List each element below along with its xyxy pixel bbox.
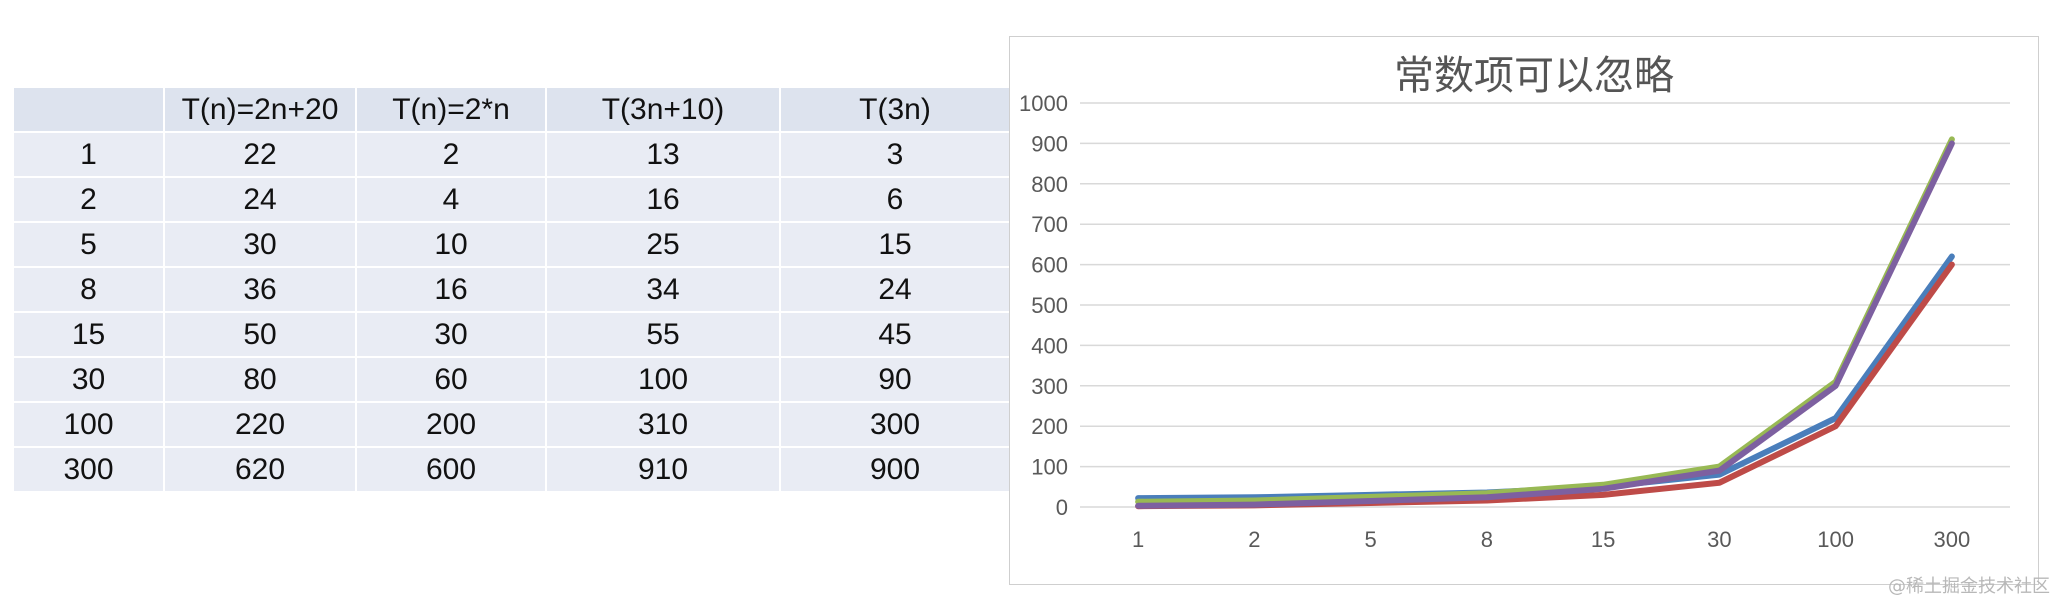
column-header [14, 88, 165, 133]
table-cell: 25 [546, 222, 781, 268]
y-tick-label: 800 [1031, 172, 1068, 197]
table-cell: 910 [546, 447, 781, 493]
y-tick-label: 300 [1031, 374, 1068, 399]
table-cell: 36 [164, 267, 357, 313]
table-cell: 16 [356, 267, 547, 313]
table-cell: 55 [546, 312, 781, 358]
x-tick-label: 1 [1132, 527, 1144, 552]
table-cell: 10 [356, 222, 547, 268]
table-cell: 2 [14, 177, 165, 223]
table-cell: 60 [356, 357, 547, 403]
chart-title: 常数项可以忽略 [1394, 53, 1674, 99]
y-tick-label: 600 [1031, 253, 1068, 278]
x-axis-ticks: 1 2 5 8 15 30 100 300 [1132, 527, 1970, 552]
table-cell: 200 [356, 402, 547, 448]
table-cell: 6 [780, 177, 1011, 223]
y-axis-ticks: 0 100 200 300 400 500 600 700 800 900 1000 [1019, 91, 1068, 520]
table-cell: 2 [356, 132, 547, 178]
column-header: T(n)=2*n [356, 88, 547, 133]
table-cell: 1 [14, 132, 165, 178]
watermark: @稀土掘金技术社区 [1888, 576, 2050, 597]
table-cell: 300 [780, 402, 1011, 448]
x-tick-label: 30 [1707, 527, 1731, 552]
y-tick-label: 400 [1031, 333, 1068, 358]
y-tick-label: 900 [1031, 131, 1068, 156]
y-tick-label: 100 [1031, 455, 1068, 480]
x-tick-label: 5 [1365, 527, 1377, 552]
series-lines [1135, 136, 1955, 510]
table-cell: 90 [780, 357, 1011, 403]
table-cell: 4 [356, 177, 547, 223]
x-tick-label: 8 [1481, 527, 1493, 552]
table-cell: 220 [164, 402, 357, 448]
table-cell: 300 [14, 447, 165, 493]
series-line-3 [1135, 136, 1955, 505]
x-tick-label: 2 [1248, 527, 1260, 552]
column-header: T(3n) [780, 88, 1011, 133]
table-row: 5 30 10 25 15 [14, 222, 1011, 268]
table-cell: 620 [164, 447, 357, 493]
table-cell: 24 [780, 267, 1011, 313]
x-tick-label: 300 [1934, 527, 1971, 552]
series-line-4 [1135, 140, 1955, 509]
table-row: 8 36 16 34 24 [14, 267, 1011, 313]
data-table: T(n)=2n+20 T(n)=2*n T(3n+10) T(3n) 1 22 2 13 3 2 2… [14, 88, 1011, 493]
column-header: T(n)=2n+20 [164, 88, 357, 133]
table-cell: 30 [14, 357, 165, 403]
y-tick-label: 500 [1031, 293, 1068, 318]
table-cell: 3 [780, 132, 1011, 178]
table-cell: 100 [14, 402, 165, 448]
table-row: 30 80 60 100 90 [14, 357, 1011, 403]
series-line-1 [1135, 253, 1955, 502]
y-tick-label: 700 [1031, 212, 1068, 237]
table-cell: 30 [356, 312, 547, 358]
table-cell: 45 [780, 312, 1011, 358]
table-cell: 15 [14, 312, 165, 358]
x-tick-label: 100 [1817, 527, 1854, 552]
table-cell: 13 [546, 132, 781, 178]
table-header-row: T(n)=2n+20 T(n)=2*n T(3n+10) T(3n) [14, 88, 1011, 133]
table-cell: 24 [164, 177, 357, 223]
column-header: T(3n+10) [546, 88, 781, 133]
y-tick-label: 0 [1056, 495, 1068, 520]
table-cell: 8 [14, 267, 165, 313]
table-cell: 50 [164, 312, 357, 358]
table-cell: 600 [356, 447, 547, 493]
line-chart: 常数项可以忽略 0 100 200 300 400 500 600 700 800 900 1000… [1009, 36, 2039, 585]
gridlines [1080, 102, 2010, 508]
table-cell: 16 [546, 177, 781, 223]
chart-svg: 常数项可以忽略 01002003004005006007008009001000… [1019, 53, 2010, 552]
table-cell: 34 [546, 267, 781, 313]
table-cell: 310 [546, 402, 781, 448]
y-tick-label: 1000 [1019, 91, 1068, 116]
table-cell: 5 [14, 222, 165, 268]
table-cell: 22 [164, 132, 357, 178]
table-cell: 80 [164, 357, 357, 403]
table-cell: 100 [546, 357, 781, 403]
table-row: 2 24 4 16 6 [14, 177, 1011, 223]
table-cell: 15 [780, 222, 1011, 268]
table-row: 100 220 200 310 300 [14, 402, 1011, 448]
x-tick-label: 15 [1591, 527, 1615, 552]
table-row: 1 22 2 13 3 [14, 132, 1011, 178]
table-cell: 30 [164, 222, 357, 268]
table-cell: 900 [780, 447, 1011, 493]
table-row: 15 50 30 55 45 [14, 312, 1011, 358]
y-tick-label: 200 [1031, 414, 1068, 439]
table-row: 300 620 600 910 900 [14, 447, 1011, 493]
